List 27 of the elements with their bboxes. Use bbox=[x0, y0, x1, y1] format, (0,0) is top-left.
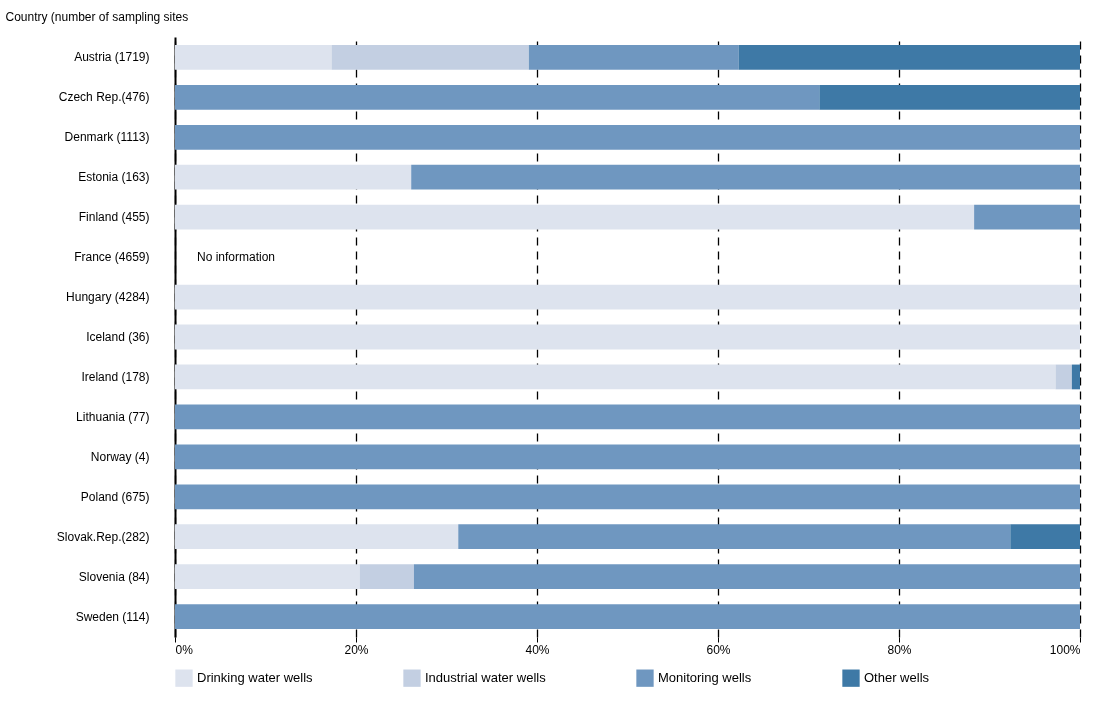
y-tick-label: Lithuania (77) bbox=[76, 409, 150, 424]
y-tick-label: Ireland (178) bbox=[81, 369, 150, 384]
y-tick-label: Denmark (1113) bbox=[64, 130, 150, 145]
x-tick-label: 40% bbox=[525, 642, 550, 657]
x-tick-label: 80% bbox=[887, 642, 912, 657]
y-tick-label: Finland (455) bbox=[78, 210, 150, 225]
y-tick-label: Slovenia (84) bbox=[78, 569, 150, 584]
y-tick-label: Sweden (114) bbox=[75, 609, 150, 624]
y-tick-label: Austria (1719) bbox=[74, 50, 150, 65]
x-tick-label: 60% bbox=[706, 642, 731, 657]
x-tick-label: 20% bbox=[344, 642, 369, 657]
y-axis-title: Country (number of sampling sites bbox=[5, 9, 189, 24]
y-tick-label: Poland (675) bbox=[80, 489, 150, 504]
y-tick-label: Estonia (163) bbox=[78, 170, 150, 185]
y-tick-label: Iceland (36) bbox=[86, 330, 150, 344]
y-tick-label: Slovak.Rep.(282) bbox=[56, 529, 150, 544]
y-tick-label: Norway (4) bbox=[90, 449, 150, 464]
x-tick-label: 100% bbox=[1049, 642, 1081, 657]
legend-label: Industrial water wells bbox=[425, 670, 547, 686]
x-tick-label: 0% bbox=[175, 642, 194, 657]
annotation: No information bbox=[197, 250, 276, 265]
legend-label: Other wells bbox=[864, 670, 930, 686]
legend-label: Monitoring wells bbox=[658, 670, 752, 686]
y-tick-label: Hungary (4284) bbox=[66, 290, 150, 305]
legend-label: Drinking water wells bbox=[197, 670, 314, 686]
y-tick-label: Czech Rep.(476) bbox=[58, 90, 150, 105]
y-tick-label: France (4659) bbox=[74, 250, 150, 265]
